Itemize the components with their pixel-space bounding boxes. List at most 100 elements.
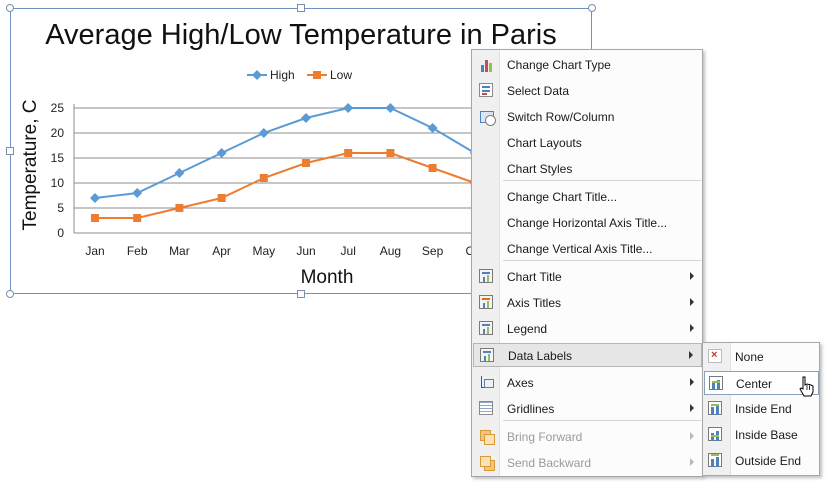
data-point-low[interactable] — [217, 194, 226, 202]
y-tick-label: 15 — [51, 151, 65, 165]
menu-item-label: Change Vertical Axis Title... — [507, 242, 653, 256]
submenu-item-inside-base[interactable]: Inside Base — [704, 423, 819, 447]
x-tick-label: Jul — [341, 244, 356, 258]
x-axis-tick-labels: JanFebMarAprMayJunJulAugSepOct — [85, 244, 484, 258]
none-icon: × — [708, 349, 724, 365]
y-axis-title[interactable]: Temperature, C — [20, 100, 41, 231]
submenu-item-inside-end[interactable]: Inside End — [704, 397, 819, 421]
menu-item-legend[interactable]: Legend — [473, 317, 702, 341]
chart-legend[interactable]: High Low — [247, 68, 352, 82]
menu-item-chart-layouts[interactable]: Chart Layouts — [473, 131, 702, 155]
resize-handle-top[interactable] — [297, 4, 305, 12]
menu-item-change-vertical-axis-title[interactable]: Change Vertical Axis Title... — [473, 237, 702, 261]
resize-handle-bottom[interactable] — [297, 290, 305, 298]
resize-handle-top-left[interactable] — [6, 4, 14, 12]
resize-handle-left[interactable] — [6, 147, 14, 155]
data-point-low[interactable] — [175, 204, 184, 212]
x-tick-label: Sep — [422, 244, 444, 258]
chart-context-menu: Change Chart Type Select Data Switch Row/C… — [471, 49, 703, 477]
data-point-low[interactable] — [259, 174, 268, 182]
data-point-high[interactable] — [90, 193, 100, 203]
series-line-high[interactable] — [94, 107, 476, 199]
resize-handle-top-right[interactable] — [588, 4, 596, 12]
label-inside-end-icon — [708, 401, 724, 417]
menu-item-data-labels[interactable]: Data Labels — [473, 343, 702, 367]
data-point-high[interactable] — [174, 168, 185, 178]
gridlines — [73, 104, 520, 234]
menu-item-label: Chart Layouts — [507, 136, 582, 150]
axes-icon — [479, 375, 495, 391]
data-point-high[interactable] — [343, 103, 354, 113]
data-labels-submenu: × None Center Inside End Inside Base Outside … — [702, 342, 820, 476]
y-tick-label: 25 — [51, 101, 65, 115]
menu-item-switch-row-column[interactable]: Switch Row/Column — [473, 105, 702, 129]
menu-separator — [503, 420, 701, 421]
data-point-low[interactable] — [91, 214, 99, 222]
legend-icon — [479, 321, 495, 337]
submenu-arrow-icon — [690, 404, 694, 412]
data-labels-icon — [480, 348, 496, 364]
y-tick-label: 20 — [51, 126, 65, 140]
data-point-low[interactable] — [428, 164, 437, 172]
menu-item-label: Chart Title — [507, 270, 562, 284]
menu-item-select-data[interactable]: Select Data — [473, 79, 702, 103]
menu-item-label: Select Data — [507, 84, 570, 98]
menu-separator — [503, 260, 701, 261]
menu-item-axes[interactable]: Axes — [473, 371, 702, 395]
menu-item-label: Change Chart Title... — [507, 190, 618, 204]
switch-row-column-icon — [479, 109, 496, 126]
data-point-low[interactable] — [133, 214, 142, 222]
x-tick-label: Aug — [380, 244, 401, 258]
menu-item-gridlines[interactable]: Gridlines — [473, 397, 702, 421]
menu-item-label: Switch Row/Column — [507, 110, 615, 124]
submenu-arrow-icon — [690, 324, 694, 332]
menu-item-label: Axis Titles — [507, 296, 562, 310]
menu-item-label: Send Backward — [507, 456, 592, 470]
gridlines-icon — [479, 401, 495, 417]
x-tick-label: May — [252, 244, 275, 258]
submenu-item-outside-end[interactable]: Outside End — [704, 449, 819, 473]
menu-item-change-chart-title[interactable]: Change Chart Title... — [473, 185, 702, 209]
submenu-item-center[interactable]: Center — [704, 371, 819, 395]
data-point-high[interactable] — [258, 128, 269, 138]
chart-title-icon — [479, 269, 495, 285]
menu-item-change-horizontal-axis-title[interactable]: Change Horizontal Axis Title... — [473, 211, 702, 235]
y-axis-tick-labels: 0 5 10 15 20 25 — [51, 101, 65, 240]
menu-separator — [503, 180, 701, 181]
menu-item-label: Legend — [507, 322, 548, 336]
series-line-low[interactable] — [95, 152, 476, 219]
label-outside-end-icon — [708, 453, 724, 469]
resize-handle-bottom-left[interactable] — [6, 290, 14, 298]
menu-item-chart-title[interactable]: Chart Title — [473, 265, 702, 289]
x-axis-title[interactable]: Month — [301, 267, 354, 288]
x-tick-label: Feb — [127, 244, 148, 258]
data-point-high[interactable] — [132, 188, 143, 198]
data-point-high[interactable] — [301, 113, 311, 123]
menu-item-axis-titles[interactable]: Axis Titles — [473, 291, 702, 315]
data-point-low[interactable] — [302, 159, 310, 167]
legend-entry-low[interactable]: Low — [307, 68, 352, 82]
menu-item-chart-styles[interactable]: Chart Styles — [473, 157, 702, 181]
legend-label: Low — [330, 68, 352, 82]
submenu-item-none[interactable]: × None — [704, 345, 819, 369]
data-point-low[interactable] — [344, 149, 353, 157]
menu-item-label: Change Chart Type — [507, 58, 611, 72]
chart-title[interactable]: Average High/Low Temperature in Paris — [45, 19, 557, 51]
menu-item-label: Axes — [507, 376, 534, 390]
axis-titles-icon — [479, 295, 495, 311]
data-point-low[interactable] — [386, 149, 395, 157]
menu-item-label: Change Horizontal Axis Title... — [507, 216, 668, 230]
submenu-item-label: None — [735, 350, 764, 364]
submenu-item-label: Outside End — [735, 454, 802, 468]
data-point-high[interactable] — [427, 123, 438, 133]
bring-forward-icon — [479, 429, 495, 445]
menu-item-label: Data Labels — [508, 349, 573, 363]
data-point-high[interactable] — [216, 148, 227, 158]
x-tick-label: Mar — [169, 244, 190, 258]
menu-item-change-chart-type[interactable]: Change Chart Type — [473, 53, 702, 77]
menu-item-send-backward[interactable]: Send Backward — [473, 451, 702, 475]
menu-item-bring-forward[interactable]: Bring Forward — [473, 425, 702, 449]
menu-item-label: Bring Forward — [507, 430, 583, 444]
data-point-high[interactable] — [385, 103, 396, 113]
legend-entry-high[interactable]: High — [247, 68, 295, 82]
